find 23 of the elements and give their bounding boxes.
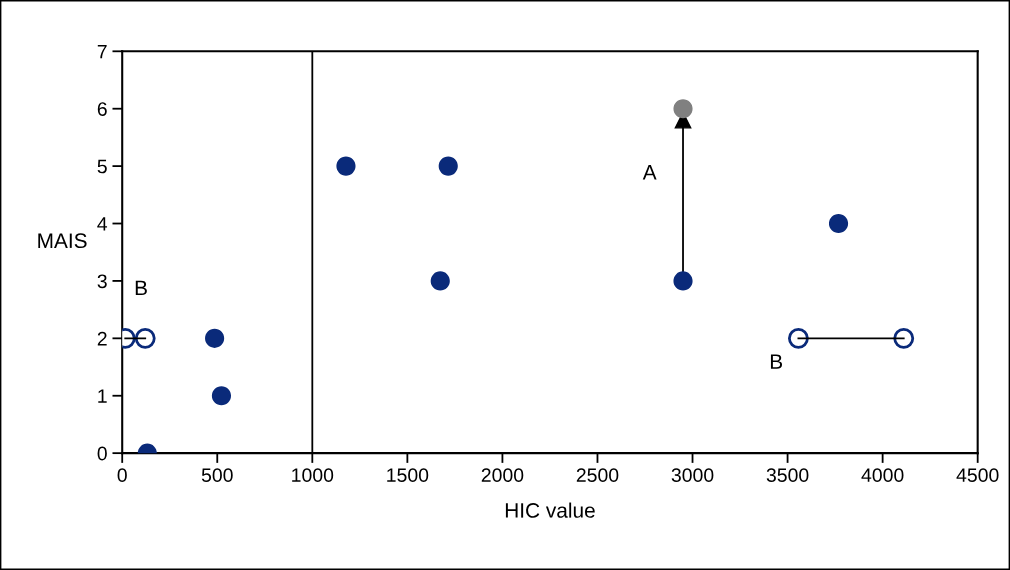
y-tick-label: 4 <box>97 217 108 231</box>
x-tick-label: 3500 <box>766 468 809 483</box>
x-tick-label: 3000 <box>671 468 714 483</box>
annotation: A <box>642 165 657 180</box>
x-tick-label: 4500 <box>956 468 999 483</box>
y-tick-label: 0 <box>97 446 107 461</box>
y-tick-label: 5 <box>97 159 107 174</box>
y-tick-label: 3 <box>97 274 107 289</box>
y-axis-title: MAIS <box>38 233 87 249</box>
y-tick-label: 1 <box>98 389 107 403</box>
x-tick-label: 2500 <box>576 468 619 483</box>
x-tick-label: 2000 <box>481 468 524 483</box>
x-tick-label: 1500 <box>387 468 429 483</box>
x-tick-label: 0 <box>117 468 127 483</box>
annotation: B <box>770 354 783 369</box>
x-tick-label: 500 <box>201 468 233 483</box>
x-tick-label: 1000 <box>292 468 334 483</box>
y-tick-label: 7 <box>97 44 107 59</box>
x-axis-title: HIC value <box>505 502 595 518</box>
y-tick-label: 2 <box>97 331 107 346</box>
x-tick-label: 4000 <box>861 468 904 483</box>
annotation: B <box>135 280 147 296</box>
y-tick-label: 6 <box>97 102 107 116</box>
